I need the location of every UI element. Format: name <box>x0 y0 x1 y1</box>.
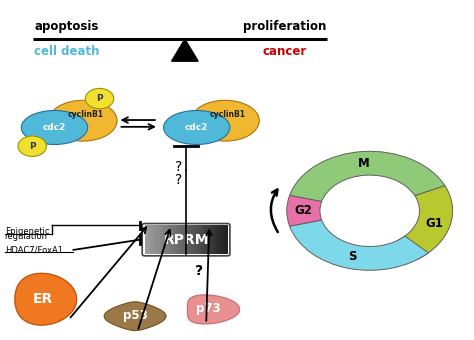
Bar <box>158 225 160 254</box>
Text: ?: ? <box>175 159 182 174</box>
Wedge shape <box>290 220 428 270</box>
Bar <box>214 225 216 254</box>
Bar <box>169 225 172 254</box>
Text: apoptosis: apoptosis <box>34 20 99 33</box>
Bar <box>168 225 170 254</box>
Text: S: S <box>348 250 357 263</box>
Bar <box>192 225 195 254</box>
Text: RPRM: RPRM <box>164 233 209 247</box>
Bar <box>145 225 147 254</box>
Bar <box>159 225 162 254</box>
Bar <box>191 225 193 254</box>
Text: G1: G1 <box>425 217 443 230</box>
Bar <box>194 225 196 254</box>
Bar <box>149 225 152 254</box>
Text: Epigenetic: Epigenetic <box>5 227 49 236</box>
Bar <box>182 225 185 254</box>
Bar <box>174 225 176 254</box>
Text: P: P <box>29 142 36 151</box>
Bar <box>161 225 163 254</box>
Text: cancer: cancer <box>262 45 307 58</box>
Bar <box>171 225 173 254</box>
Bar <box>164 225 166 254</box>
Bar <box>156 225 158 254</box>
Bar <box>219 225 221 254</box>
Text: p73: p73 <box>196 302 221 315</box>
Text: cyclinB1: cyclinB1 <box>67 110 103 119</box>
Bar <box>224 225 227 254</box>
Bar <box>218 225 219 254</box>
Ellipse shape <box>191 100 259 141</box>
Text: p53: p53 <box>123 309 147 322</box>
Text: M: M <box>358 157 370 170</box>
Bar <box>210 225 211 254</box>
Bar <box>163 225 165 254</box>
Bar <box>173 225 175 254</box>
Bar <box>204 225 207 254</box>
Bar <box>148 225 150 254</box>
Text: cdc2: cdc2 <box>185 123 209 132</box>
Bar <box>153 225 155 254</box>
Bar <box>179 225 182 254</box>
Bar <box>211 225 213 254</box>
Bar <box>178 225 180 254</box>
Wedge shape <box>398 186 453 259</box>
Bar <box>196 225 198 254</box>
Text: cyclinB1: cyclinB1 <box>210 110 246 119</box>
Text: cell death: cell death <box>34 45 99 58</box>
Bar <box>155 225 156 254</box>
Circle shape <box>18 136 46 156</box>
Bar <box>212 225 215 254</box>
Bar <box>202 225 205 254</box>
Ellipse shape <box>21 110 88 144</box>
Text: regulation: regulation <box>5 232 48 241</box>
Wedge shape <box>287 195 322 226</box>
Text: G2: G2 <box>294 204 312 217</box>
Polygon shape <box>15 273 76 325</box>
Text: P: P <box>96 94 103 103</box>
Bar <box>226 225 228 254</box>
Bar <box>151 225 153 254</box>
Bar <box>201 225 203 254</box>
Polygon shape <box>104 302 166 330</box>
Bar <box>181 225 183 254</box>
Bar <box>199 225 201 254</box>
Text: ER: ER <box>33 292 53 306</box>
Text: ?: ? <box>195 264 203 278</box>
Bar <box>146 225 148 254</box>
Bar <box>166 225 168 254</box>
Wedge shape <box>290 151 445 202</box>
Bar <box>189 225 191 254</box>
Bar <box>184 225 186 254</box>
Circle shape <box>85 88 114 109</box>
Bar <box>198 225 200 254</box>
Ellipse shape <box>49 100 117 141</box>
Bar <box>221 225 223 254</box>
Bar <box>206 225 208 254</box>
Text: HDAC7/FoxA1: HDAC7/FoxA1 <box>5 245 63 254</box>
Bar <box>208 225 210 254</box>
Bar <box>216 225 218 254</box>
Bar <box>176 225 178 254</box>
Bar <box>222 225 225 254</box>
Polygon shape <box>172 39 198 61</box>
Text: ?: ? <box>175 173 182 187</box>
Text: proliferation: proliferation <box>243 20 326 33</box>
Bar <box>188 225 190 254</box>
Text: cdc2: cdc2 <box>43 123 66 132</box>
Ellipse shape <box>164 110 230 144</box>
Bar <box>186 225 188 254</box>
Polygon shape <box>188 295 240 324</box>
